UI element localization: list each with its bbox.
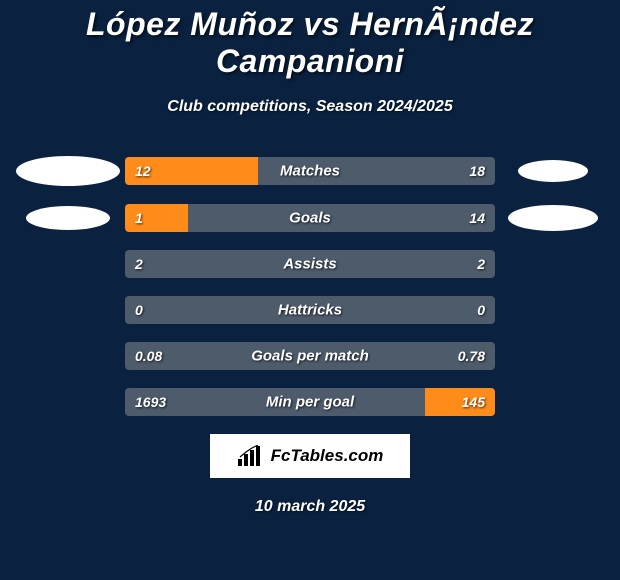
logo-box: FcTables.com <box>210 434 410 478</box>
bars-icon <box>237 445 265 467</box>
right-side <box>495 160 610 182</box>
subtitle: Club competitions, Season 2024/2025 <box>0 98 620 116</box>
stat-value-left: 2 <box>135 256 143 272</box>
stat-value-right: 2 <box>477 256 485 272</box>
stat-row: 1693 Min per goal 145 <box>0 388 620 416</box>
stat-value-right: 0 <box>477 302 485 318</box>
stat-value-left: 0.08 <box>135 348 162 364</box>
stat-bar: 1 Goals 14 <box>125 204 495 232</box>
logo-text: FcTables.com <box>271 446 384 466</box>
stat-bar: 0 Hattricks 0 <box>125 296 495 324</box>
stat-bar: 0.08 Goals per match 0.78 <box>125 342 495 370</box>
left-side <box>10 206 125 230</box>
stat-bar: 12 Matches 18 <box>125 157 495 185</box>
stat-row: 2 Assists 2 <box>0 250 620 278</box>
stat-value-left: 1 <box>135 210 143 226</box>
stats-container: 12 Matches 18 1 Goals 14 2 Assists <box>0 156 620 416</box>
left-side <box>10 156 125 186</box>
stat-value-right: 145 <box>462 394 485 410</box>
page-title: López Muñoz vs HernÃ¡ndez Campanioni <box>0 0 620 80</box>
stat-bar: 2 Assists 2 <box>125 250 495 278</box>
player-oval-right-1 <box>518 160 588 182</box>
stat-row: 12 Matches 18 <box>0 156 620 186</box>
stat-value-right: 18 <box>469 163 485 179</box>
stat-label: Matches <box>280 163 340 180</box>
stat-value-left: 12 <box>135 163 151 179</box>
stat-row: 0 Hattricks 0 <box>0 296 620 324</box>
stat-bar: 1693 Min per goal 145 <box>125 388 495 416</box>
stat-label: Goals per match <box>251 348 369 365</box>
stat-value-left: 0 <box>135 302 143 318</box>
stat-value-right: 0.78 <box>458 348 485 364</box>
right-side <box>495 205 610 231</box>
player-oval-left-1 <box>16 156 120 186</box>
stat-row: 0.08 Goals per match 0.78 <box>0 342 620 370</box>
date-text: 10 march 2025 <box>0 498 620 516</box>
stat-label: Hattricks <box>278 302 342 319</box>
stat-value-left: 1693 <box>135 394 166 410</box>
player-oval-left-2 <box>26 206 110 230</box>
stat-row: 1 Goals 14 <box>0 204 620 232</box>
stat-label: Assists <box>283 256 336 273</box>
player-oval-right-2 <box>508 205 598 231</box>
stat-label: Min per goal <box>266 394 354 411</box>
stat-value-right: 14 <box>469 210 485 226</box>
stat-label: Goals <box>289 210 331 227</box>
